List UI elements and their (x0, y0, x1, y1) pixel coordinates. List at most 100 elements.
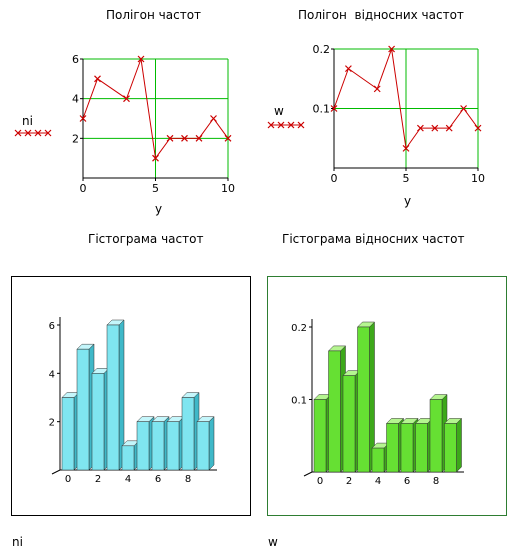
bar-front (386, 423, 399, 473)
histogram-bar (313, 393, 332, 473)
y-tick-label: 6 (49, 321, 55, 332)
legend-marker (24, 129, 32, 137)
x-tick-label: 6 (404, 476, 410, 487)
chart1-x-axis-label: y (155, 202, 163, 216)
data-point (402, 144, 410, 152)
z-axis (51, 469, 61, 475)
histogram-bar (61, 391, 80, 471)
bar-front (371, 447, 385, 473)
x-tick-label: 8 (185, 474, 191, 485)
y-tick-label: 4 (49, 369, 55, 380)
data-point (123, 95, 130, 103)
legend-marker (297, 121, 305, 129)
x-tick-label: 6 (155, 474, 161, 485)
x-tick-label: 10 (221, 182, 235, 195)
bar-front (444, 423, 457, 473)
bar-front (61, 397, 75, 471)
polygon-frequencies-chart: 0 5 10 2 4 6 (0, 0, 250, 229)
data-point (416, 124, 424, 132)
y-tick-label: 2 (49, 418, 55, 429)
bar-front (313, 399, 327, 473)
histogram-frequencies-plot: 2 4 6 0 2 4 6 8 (49, 317, 217, 485)
data-point (445, 124, 453, 132)
polygon-relative-frequencies-chart: 0 5 10 0.1 0.2 (254, 0, 504, 229)
chart2-title: Полігон відносних частот (298, 8, 464, 22)
bar-front (181, 397, 195, 471)
data-point (210, 115, 217, 122)
data-point (181, 134, 188, 142)
legend-marker (34, 129, 42, 137)
histogram2-caption: w (268, 535, 278, 549)
y-tick-label: 0.1 (313, 103, 331, 116)
data-point (79, 115, 87, 122)
data-point (94, 75, 101, 83)
x-tick-label: 0 (331, 172, 338, 185)
histogram-bar (106, 319, 125, 471)
x-tick-label: 4 (375, 476, 381, 487)
x-tick-label: 8 (433, 476, 439, 487)
histogram-bar (76, 343, 95, 471)
bar-front (400, 423, 414, 473)
data-point (330, 105, 338, 112)
bar-front (429, 399, 443, 473)
legend-marker (14, 129, 22, 137)
histogram-bar (356, 321, 376, 473)
data-point (460, 105, 468, 112)
x-tick-label: 5 (403, 172, 410, 185)
x-tick-label: 0 (317, 476, 323, 487)
y-tick-label: 4 (72, 93, 79, 106)
data-point (388, 45, 396, 53)
x-tick-label: 2 (95, 474, 101, 485)
chart1-legend-label: ni (22, 114, 33, 128)
data-point (137, 55, 145, 63)
histogram-bar (196, 416, 215, 471)
y-tick-label: 0.2 (291, 323, 307, 334)
x-tick-label: 5 (152, 182, 159, 195)
data-point (431, 124, 439, 132)
x-tick-label: 0 (65, 474, 71, 485)
series-line (333, 48, 479, 150)
legend-marker (277, 121, 285, 129)
chart1-title: Полігон частот (106, 8, 202, 22)
x-tick-label: 2 (346, 476, 352, 487)
polygon-relative-frequencies-plot: 0 5 10 0.1 0.2 (267, 43, 485, 185)
legend-marker (267, 121, 275, 129)
chart3-title: Гістограма частот (88, 232, 204, 246)
histogram1-caption: ni (12, 535, 23, 549)
x-tick-label: 4 (125, 474, 131, 485)
y-tick-label: 0.1 (291, 396, 307, 407)
bar-front (342, 375, 356, 473)
series-line (82, 58, 229, 160)
histogram-bar (136, 416, 155, 471)
y-tick-label: 2 (72, 132, 79, 145)
histogram-bar (443, 417, 463, 473)
polygon-frequencies-plot: 0 5 10 2 4 6 (14, 53, 235, 195)
chart2-legend-label: w (274, 104, 284, 118)
bar-front (76, 348, 90, 471)
z-axis (303, 471, 313, 477)
bar-side (208, 416, 215, 471)
y-tick-label: 6 (72, 53, 79, 66)
histogram-relative-frequencies-frame: 0.1 0.2 0 2 4 6 8 (267, 276, 507, 516)
bar-front (357, 326, 370, 473)
bar-front (106, 324, 120, 471)
legend-marker (287, 121, 295, 129)
bar-front (166, 421, 180, 471)
legend-marker (44, 129, 52, 137)
bar-front (328, 350, 341, 473)
x-tick-label: 10 (471, 172, 485, 185)
y-tick-label: 0.2 (313, 43, 331, 56)
bar-front (136, 421, 150, 471)
data-point (152, 154, 159, 162)
bar-front (151, 421, 165, 471)
histogram-bar (181, 391, 200, 471)
histogram-frequencies-frame: 2 4 6 0 2 4 6 8 (11, 276, 251, 516)
bar-front (121, 445, 135, 471)
data-point (224, 134, 232, 142)
chart4-title: Гістограма відносних частот (282, 232, 465, 246)
histogram-bar (151, 416, 170, 471)
data-point (344, 65, 352, 73)
data-point (373, 85, 381, 93)
x-tick-label: 0 (80, 182, 87, 195)
bar-front (415, 423, 428, 473)
